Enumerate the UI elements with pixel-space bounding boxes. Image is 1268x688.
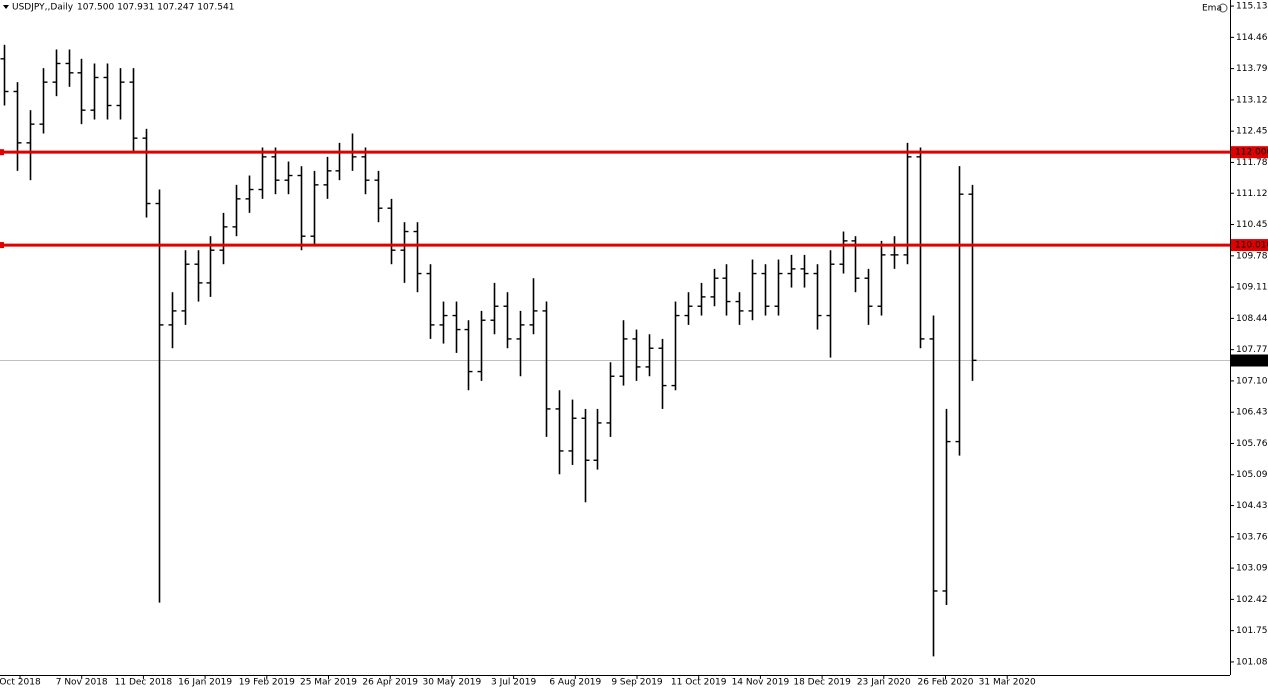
y-tick-label: 105.090 (1236, 470, 1268, 480)
level-marker (0, 149, 4, 156)
y-tick-label: 101.750 (1236, 626, 1268, 636)
x-tick-label: 3 Jul 2019 (491, 678, 536, 688)
indicator-icon[interactable] (1218, 3, 1228, 13)
x-tick-label: 9 Sep 2019 (611, 678, 663, 688)
last-price-box (1231, 354, 1268, 367)
x-tick-label: 14 Nov 2019 (732, 678, 790, 688)
y-tick-label: 114.460 (1236, 33, 1268, 43)
level-label-box (1231, 239, 1268, 252)
x-tick-label: 19 Feb 2019 (239, 678, 295, 688)
x-tick-label: 11 Oct 2019 (671, 678, 727, 688)
y-tick-label: 107.100 (1236, 376, 1268, 386)
y-tick-label: 101.080 (1236, 657, 1268, 667)
y-tick-label: 108.440 (1236, 314, 1268, 324)
y-tick-label: 107.770 (1236, 345, 1268, 355)
y-tick-label: 103.760 (1236, 532, 1268, 542)
x-tick-label: 26 Feb 2020 (917, 678, 973, 688)
x-tick-label: 11 Dec 2018 (115, 678, 173, 688)
y-tick-label: 111.120 (1236, 189, 1268, 199)
x-tick-label: Oct 2018 (0, 678, 41, 688)
x-tick-label: 26 Apr 2019 (362, 678, 418, 688)
y-tick-label: 112.450 (1236, 127, 1268, 137)
symbol: USDJPY,,Daily (12, 3, 74, 13)
x-tick-label: 6 Aug 2019 (549, 678, 601, 688)
y-tick-label: 110.450 (1236, 220, 1268, 230)
y-tick-label: 113.120 (1236, 95, 1268, 105)
y-tick-label: 106.430 (1236, 408, 1268, 418)
level-label: 112.000 (1235, 148, 1268, 158)
y-tick-label: 111.780 (1236, 158, 1268, 168)
y-tick-label: 104.430 (1236, 501, 1268, 511)
x-tick-label: 25 Mar 2019 (300, 678, 357, 688)
x-tick-label: 16 Jan 2019 (178, 678, 232, 688)
y-tick-label: 103.090 (1236, 564, 1268, 574)
x-tick-label: 18 Dec 2019 (793, 678, 851, 688)
quote: 107.500 107.931 107.247 107.541 (77, 3, 234, 13)
y-tick-label: 109.110 (1236, 283, 1268, 293)
level-marker (0, 242, 4, 249)
x-tick-label: 31 Mar 2020 (979, 678, 1036, 688)
y-tick-label: 113.790 (1236, 64, 1268, 74)
indicator-name: Ema (1202, 4, 1222, 14)
last-price-label: 107.541 (1235, 356, 1268, 366)
menu-arrow[interactable] (3, 5, 9, 9)
x-tick-label: 30 May 2019 (423, 678, 482, 688)
level-label: 110.010 (1235, 241, 1268, 251)
x-tick-label: 7 Nov 2018 (56, 678, 108, 688)
y-tick-label: 102.420 (1236, 595, 1268, 605)
level-label-box (1231, 146, 1268, 159)
y-tick-label: 115.130 (1236, 2, 1268, 12)
y-tick-label: 109.780 (1236, 251, 1268, 261)
x-tick-label: 23 Jan 2020 (857, 678, 911, 688)
y-tick-label: 105.760 (1236, 439, 1268, 449)
